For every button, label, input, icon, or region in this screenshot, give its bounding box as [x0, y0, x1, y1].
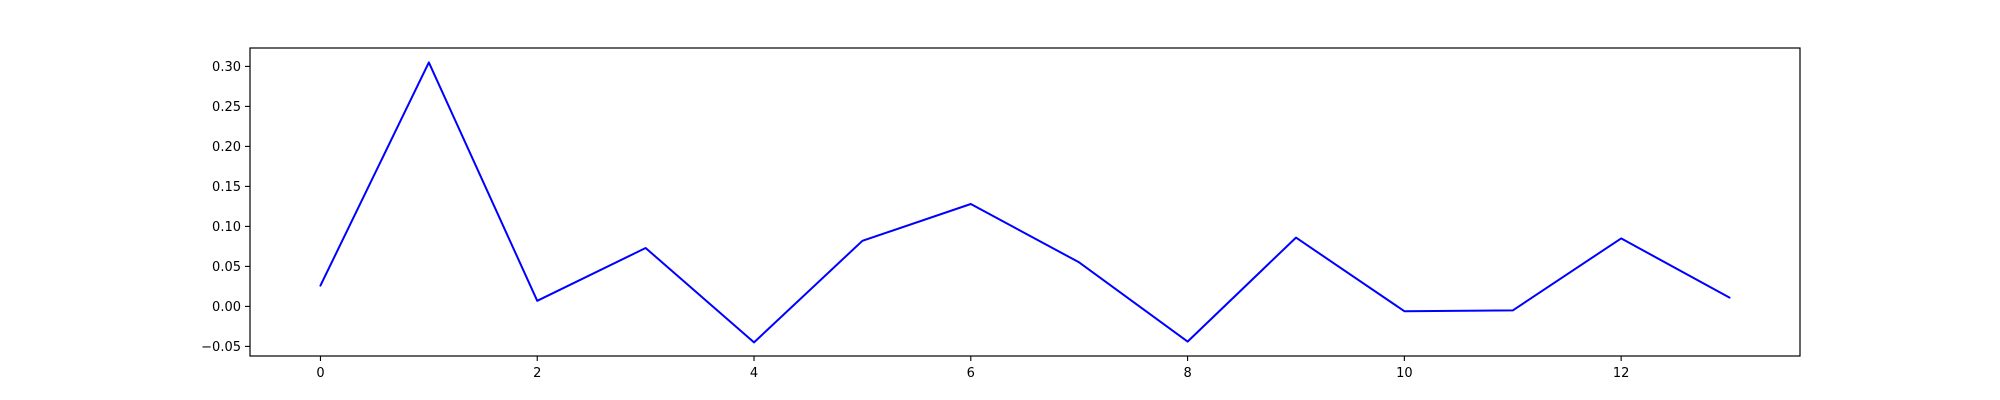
y-tick-label: 0.15 — [212, 180, 241, 195]
x-tick-label: 2 — [533, 366, 541, 381]
axes-frame — [249, 47, 1801, 357]
series-line — [319, 61, 1731, 344]
y-tick-label: 0.25 — [212, 100, 241, 115]
y-tick-label: 0.10 — [212, 220, 241, 235]
y-tick-label: 0.05 — [212, 260, 241, 275]
y-tick-label: 0.30 — [212, 60, 241, 75]
x-tick-label: 8 — [1183, 366, 1191, 381]
series-group — [319, 61, 1731, 344]
x-tick-label: 10 — [1396, 366, 1413, 381]
x-tick-label: 12 — [1613, 366, 1630, 381]
x-tick-label: 4 — [750, 366, 758, 381]
x-tick-label: 0 — [316, 366, 324, 381]
y-tick-label: 0.20 — [212, 140, 241, 155]
y-axis: −0.05 0.00 0.05 0.10 0.15 0.20 0.25 0.30 — [201, 60, 250, 355]
x-tick-label: 6 — [967, 366, 975, 381]
x-axis: 0 2 4 6 8 10 12 — [316, 356, 1629, 381]
y-tick-label: 0.00 — [212, 300, 241, 315]
y-tick-label: −0.05 — [201, 340, 241, 355]
